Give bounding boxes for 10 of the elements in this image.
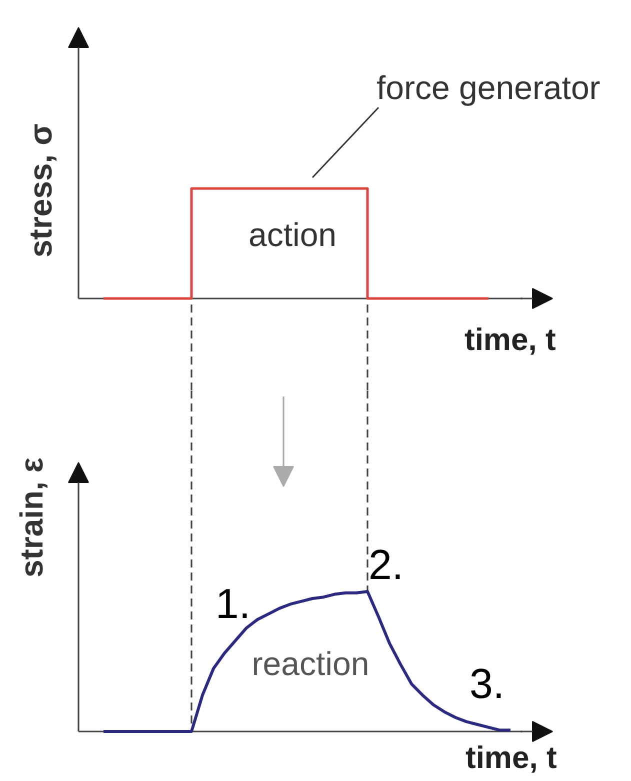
annotation: 3.	[470, 660, 505, 707]
annotation: 1.	[216, 580, 251, 627]
x-axis-title: time, t	[464, 322, 556, 357]
y-axis-title: strain, ε	[14, 457, 50, 578]
y-axis-title: stress, σ	[22, 123, 58, 258]
annotation: reaction	[252, 645, 370, 682]
text: 2.	[368, 541, 404, 588]
annotation: action	[248, 216, 337, 253]
x-axis-title: time, t	[466, 740, 557, 775]
text: force generator	[376, 69, 600, 106]
